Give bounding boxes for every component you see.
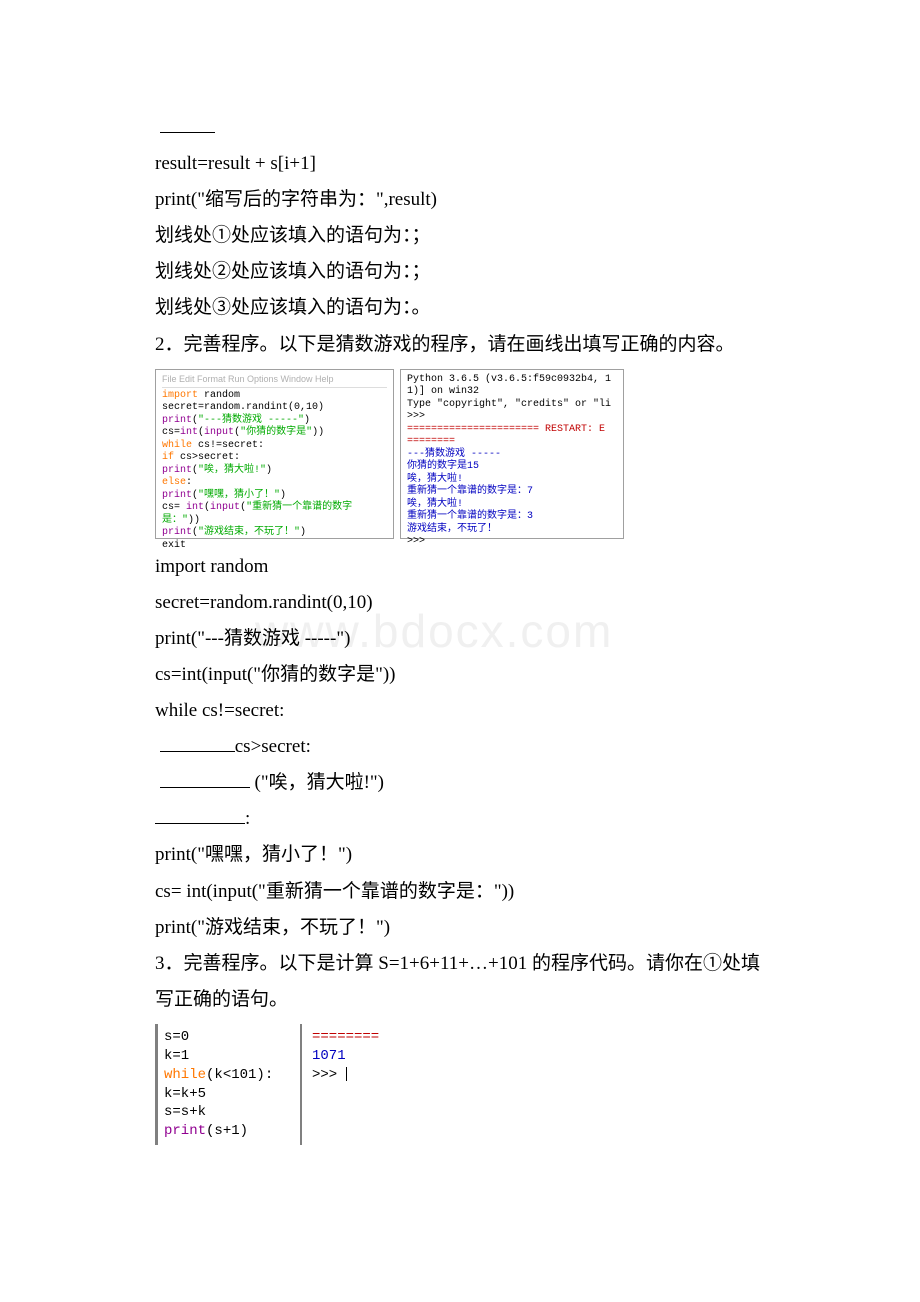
code-line: print("游戏结束，不玩了！") bbox=[155, 910, 770, 946]
document-page: result=result + s[i+1] print("缩写后的字符串为："… bbox=[0, 0, 920, 1215]
fn: print bbox=[162, 465, 192, 476]
kw: while bbox=[164, 1067, 206, 1083]
str: "---猜数游戏 -----" bbox=[198, 415, 304, 426]
editor-pane: File Edit Format Run Options Window Help… bbox=[155, 369, 394, 539]
code-line: print("---猜数游戏 -----") bbox=[155, 621, 770, 657]
code-line: print("嘿嘿，猜小了！") bbox=[155, 837, 770, 873]
str: "嘿嘿，猜小了！" bbox=[198, 490, 280, 501]
fn: input bbox=[204, 427, 234, 438]
shell-line: >>> bbox=[312, 1066, 402, 1085]
code-text: ) bbox=[266, 465, 272, 476]
code-line: secret=random.randint(0,10) bbox=[155, 585, 770, 621]
code-line: ("唉，猜大啦!") bbox=[155, 765, 770, 801]
fn: print bbox=[162, 527, 192, 538]
code-text: cs>secret: bbox=[174, 452, 240, 463]
code-line: : bbox=[155, 801, 770, 837]
code-text: cs= bbox=[162, 502, 186, 513]
shell-line: 你猜的数字是15 bbox=[407, 461, 617, 474]
question-line: 3．完善程序。以下是计算 S=1+6+11+…+101 的程序代码。请你在①处填… bbox=[155, 946, 770, 1018]
str: "游戏结束，不玩了！" bbox=[198, 527, 300, 538]
code-line: cs>secret: bbox=[155, 729, 770, 765]
blank-underline-line bbox=[155, 110, 770, 146]
shell-line: ====================== RESTART: E bbox=[407, 424, 617, 437]
str: "唉，猜大啦!" bbox=[198, 465, 266, 476]
str: "你猜的数字是" bbox=[240, 427, 312, 438]
kw: while bbox=[162, 440, 192, 451]
shell-line: 1)] on win32 bbox=[407, 386, 617, 399]
code-text: k=1 bbox=[164, 1047, 294, 1066]
shell-line: 唉，猜大啦! bbox=[407, 499, 617, 512]
kw: if bbox=[162, 452, 174, 463]
code-text: ) bbox=[280, 490, 286, 501]
question-line: 2．完善程序。以下是猜数游戏的程序，请在画线出填写正确的内容。 bbox=[155, 327, 770, 363]
fn: int bbox=[180, 427, 198, 438]
code-text: secret=random.randint(0,10) bbox=[162, 402, 387, 415]
shell-pane: Python 3.6.5 (v3.6.5:f59c0932b4, 1 1)] o… bbox=[400, 369, 624, 539]
code-screenshot-1: File Edit Format Run Options Window Help… bbox=[155, 369, 770, 539]
code-line: print("缩写后的字符串为：",result) bbox=[155, 182, 770, 218]
code-text: ("唉，猜大啦!") bbox=[250, 772, 384, 793]
shell-line: 重新猜一个靠谱的数字是：3 bbox=[407, 511, 617, 524]
code-text: )) bbox=[312, 427, 324, 438]
code-text: random bbox=[198, 390, 240, 401]
code-line: cs=int(input("你猜的数字是")) bbox=[155, 657, 770, 693]
shell-line: 1071 bbox=[312, 1047, 402, 1066]
shell-line: Python 3.6.5 (v3.6.5:f59c0932b4, 1 bbox=[407, 374, 617, 387]
shell-line: ---猜数游戏 ----- bbox=[407, 449, 617, 462]
code-text: ) bbox=[304, 415, 310, 426]
shell-line: 重新猜一个靠谱的数字是：7 bbox=[407, 486, 617, 499]
question-line: 划线处②处应该填入的语句为：； bbox=[155, 254, 770, 290]
shell-line: >>> bbox=[407, 411, 617, 424]
code-text: : bbox=[245, 808, 250, 829]
menubar: File Edit Format Run Options Window Help bbox=[162, 374, 387, 388]
code-text: k=k+5 bbox=[164, 1085, 294, 1104]
kw: else bbox=[162, 477, 186, 488]
code-text: cs!=secret: bbox=[192, 440, 264, 451]
fn: print bbox=[162, 490, 192, 501]
code-text: : bbox=[186, 477, 192, 488]
fn: print bbox=[162, 415, 192, 426]
code-text: (k<101): bbox=[206, 1067, 273, 1083]
code-text: ) bbox=[300, 527, 306, 538]
editor-pane-2: s=0 k=1 while(k<101): k=k+5 s=s+k print(… bbox=[155, 1024, 302, 1145]
shell-line: ======== bbox=[312, 1028, 402, 1047]
shell-line: Type "copyright", "credits" or "li bbox=[407, 399, 617, 412]
shell-line: ======== bbox=[407, 436, 617, 449]
code-line: cs= int(input("重新猜一个靠谱的数字是：")) bbox=[155, 874, 770, 910]
code-text: cs= bbox=[162, 427, 180, 438]
fn: input bbox=[210, 502, 240, 513]
shell-line: 唉，猜大啦! bbox=[407, 474, 617, 487]
kw-import: import bbox=[162, 390, 198, 401]
code-screenshot-2: s=0 k=1 while(k<101): k=k+5 s=s+k print(… bbox=[155, 1024, 770, 1145]
shell-line: 游戏结束，不玩了！ bbox=[407, 524, 617, 537]
question-line: 划线处③处应该填入的语句为：。 bbox=[155, 290, 770, 326]
code-text: s=s+k bbox=[164, 1103, 294, 1122]
question-line: 划线处①处应该填入的语句为：； bbox=[155, 218, 770, 254]
code-line: while cs!=secret: bbox=[155, 693, 770, 729]
fn: int bbox=[186, 502, 204, 513]
code-text: s=0 bbox=[164, 1028, 294, 1047]
shell-pane-2: ======== 1071 >>> bbox=[310, 1024, 404, 1089]
cursor-icon bbox=[346, 1067, 347, 1081]
code-text: cs>secret: bbox=[235, 736, 311, 757]
code-text: )) bbox=[188, 515, 200, 526]
code-line: result=result + s[i+1] bbox=[155, 146, 770, 182]
code-line: import random bbox=[155, 549, 770, 585]
shell-line: >>> bbox=[407, 536, 617, 549]
fn: print bbox=[164, 1123, 206, 1139]
code-text: (s+1) bbox=[206, 1123, 248, 1139]
